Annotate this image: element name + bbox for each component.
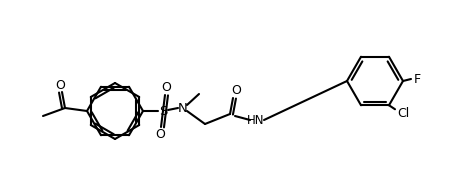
Text: O: O — [161, 81, 171, 93]
Text: O: O — [155, 129, 165, 142]
Text: HN: HN — [247, 113, 265, 126]
Text: Cl: Cl — [397, 107, 409, 120]
Text: F: F — [413, 73, 420, 85]
Text: S: S — [159, 104, 167, 117]
Text: O: O — [55, 79, 65, 92]
Text: N: N — [178, 102, 188, 114]
Text: O: O — [231, 83, 241, 96]
